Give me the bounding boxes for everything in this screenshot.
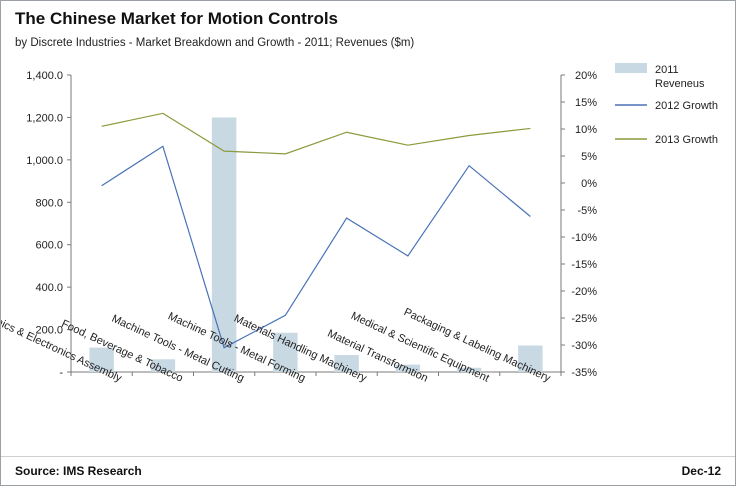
line-2013-growth: [101, 112, 531, 155]
bar-2011-revenue: [518, 345, 543, 372]
bar-2011-revenue: [211, 117, 237, 372]
right-axis-tick-label: -5%: [577, 205, 597, 217]
bar-2011-revenue: [150, 359, 176, 372]
right-axis-tick-label: 15%: [575, 97, 597, 109]
legend-label-2012-growth: 2012 Growth: [655, 100, 718, 112]
right-axis-tick-label: -35%: [571, 367, 597, 379]
bar-2011-revenue: [395, 364, 421, 372]
date-note: Dec-12: [681, 464, 721, 478]
source-note: Source: IMS Research: [15, 464, 142, 478]
bar-2011-revenue: [456, 367, 482, 372]
right-axis-tick-label: 10%: [575, 124, 597, 136]
line-2012-growth: [101, 145, 531, 349]
right-axis-tick-label: 20%: [575, 70, 597, 82]
right-axis-tick-label: 0%: [581, 178, 597, 190]
right-axis-tick-label: 5%: [581, 151, 597, 163]
bar-2011-revenue: [273, 332, 298, 372]
left-axis-tick-label: 1,000.0: [26, 155, 63, 167]
left-axis-tick-label: 600.0: [35, 240, 63, 252]
left-axis-tick-label: 1,400.0: [26, 70, 63, 82]
right-axis-tick-label: -20%: [571, 286, 597, 298]
legend-label-2013-growth: 2013 Growth: [655, 134, 718, 146]
left-axis-tick-label: 200.0: [35, 325, 63, 337]
left-axis-tick-label: -: [59, 367, 63, 379]
bar-2011-revenue: [89, 347, 114, 372]
chart-subtitle: by Discrete Industries - Market Breakdow…: [15, 37, 415, 49]
legend-swatch-2011-revenue: [615, 63, 647, 73]
left-axis-tick-label: 800.0: [35, 197, 63, 209]
legend-label-2011-revenue: 2011 Reveneus: [655, 64, 705, 90]
right-axis-tick-label: -10%: [571, 232, 597, 244]
bar-2011-revenue: [334, 355, 359, 372]
right-axis-tick-label: -30%: [571, 340, 597, 352]
right-axis-tick-label: -25%: [571, 313, 597, 325]
left-axis-tick-label: 1,200.0: [26, 112, 63, 124]
right-axis-tick-label: -15%: [571, 259, 597, 271]
left-axis-tick-label: 400.0: [35, 282, 63, 294]
footer-divider: [1, 456, 735, 457]
chart-canvas: - 200.0 400.0 600.0 800.0 1,000.0 1,200.0 1,400…: [1, 63, 718, 385]
chart-title: The Chinese Market for Motion Controls: [15, 9, 339, 28]
